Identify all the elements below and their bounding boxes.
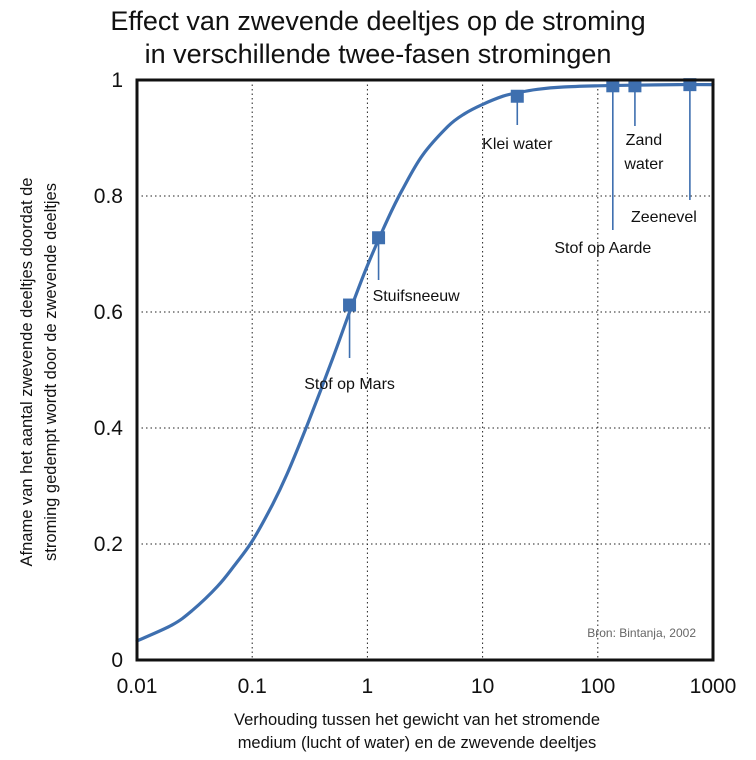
data-point-label: Stuifsneeuw [373,288,461,305]
y-axis-ticks: 0 0.2 0.4 0.6 0.8 1 [94,69,124,672]
x-axis-ticks: 0.01 0.1 1 10 100 1000 [117,675,737,698]
data-point-label: Zeenevel [631,209,697,226]
x-tick-label: 10 [471,675,494,698]
y-tick-label: 0 [111,649,123,672]
data-point-marker [343,298,357,312]
data-point-label: Zand [626,132,662,149]
grid-lines [137,80,713,660]
y-tick-label: 1 [111,69,123,92]
data-point-label: Stof op Mars [304,376,395,393]
x-axis-title-line-2: medium (lucht of water) en de zwevende d… [238,734,597,752]
data-point-label: Klei water [482,136,553,153]
data-point-marker [510,89,524,103]
y-axis-title-line-2: stroming gedempt wordt door de zwevende … [42,183,60,561]
data-point-marker [372,231,386,245]
x-tick-label: 1 [362,675,374,698]
chart-title-line-2: in verschillende twee-fasen stromingen [144,39,612,69]
x-axis-title-line-1: Verhouding tussen het gewicht van het st… [234,711,600,729]
y-tick-label: 0.8 [94,185,123,208]
plot-frame [135,78,715,662]
x-tick-label: 1000 [690,675,737,698]
data-point-label: Stof op Aarde [554,240,651,257]
data-point-marker [628,79,642,93]
x-tick-label: 0.1 [238,675,267,698]
data-point-marker [606,79,620,93]
x-tick-label: 0.01 [117,675,158,698]
y-tick-label: 0.6 [94,301,123,324]
chart-title-line-1: Effect van zwevende deeltjes op de strom… [110,6,646,36]
y-tick-label: 0.2 [94,533,123,556]
curve-layer [135,82,715,643]
y-tick-label: 0.4 [94,417,124,440]
data-point-label: water [623,156,664,173]
x-tick-label: 100 [580,675,615,698]
annotation-layer: Stof op Mars Stuifsneeuw Klei water Stof op… [304,78,697,393]
y-axis-title-line-1: Afname van het aantal zwevende deeltjes … [18,178,36,567]
source-note: Bron: Bintanja, 2002 [587,626,696,640]
data-curve [135,82,715,643]
